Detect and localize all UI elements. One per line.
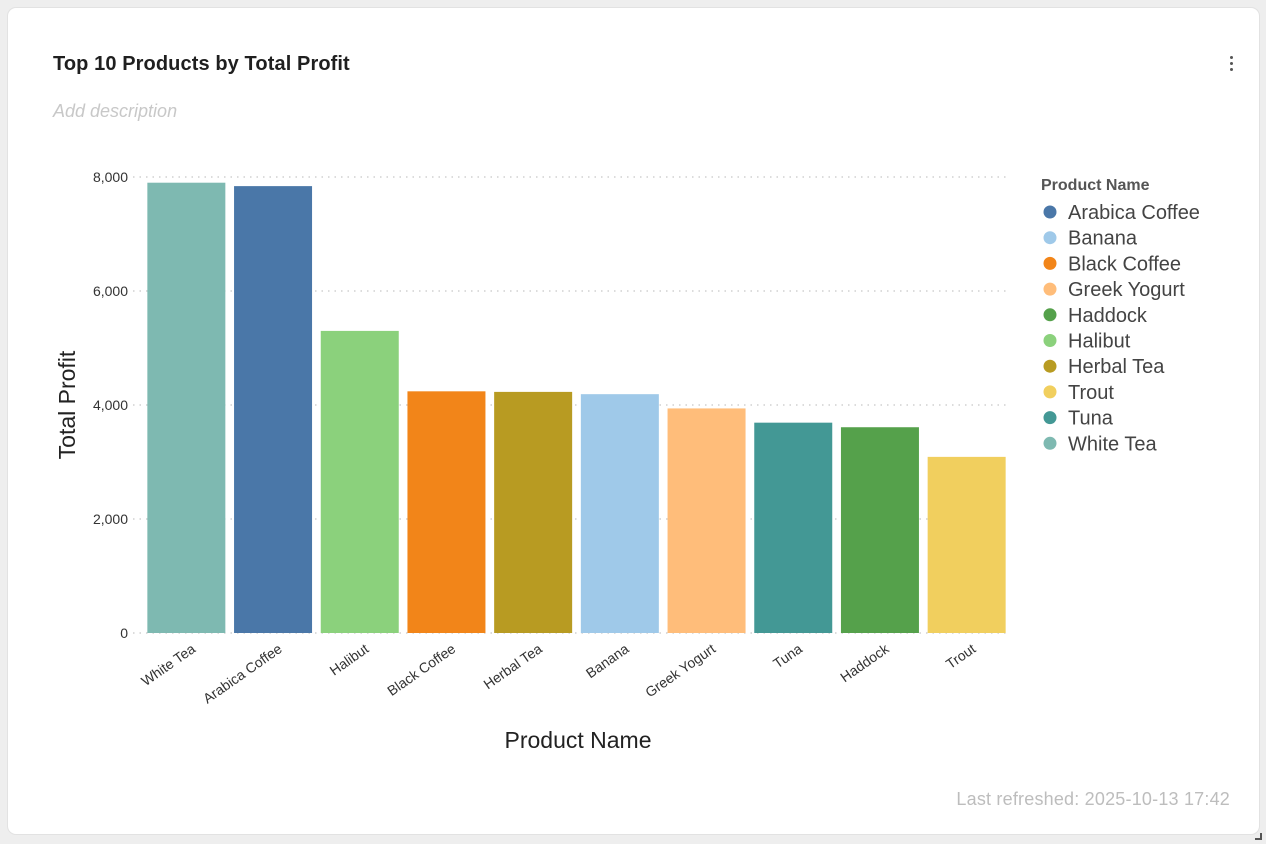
legend-item-label: Arabica Coffee	[1068, 202, 1200, 224]
bar	[667, 408, 746, 633]
x-tick-label: Arabica Coffee	[200, 640, 285, 706]
bar	[580, 394, 659, 633]
x-tick-label: Trout	[943, 640, 979, 672]
legend-item-label: Trout	[1068, 382, 1114, 404]
y-tick-label: 6,000	[93, 283, 128, 299]
legend-item-label: Black Coffee	[1068, 253, 1181, 275]
legend-swatch	[1043, 385, 1057, 399]
legend-item-label: White Tea	[1068, 433, 1157, 455]
y-tick-label: 4,000	[93, 397, 128, 413]
legend-item-label: Halibut	[1068, 331, 1131, 353]
legend-swatch	[1043, 231, 1057, 245]
resize-handle-icon[interactable]	[1252, 830, 1262, 840]
legend-item-label: Banana	[1068, 228, 1138, 250]
chart-title: Top 10 Products by Total Profit	[53, 53, 350, 75]
legend-item-label: Haddock	[1068, 305, 1148, 327]
bar	[840, 427, 919, 633]
bar	[927, 456, 1006, 633]
legend-swatch	[1043, 411, 1057, 425]
x-tick-label: Banana	[583, 640, 632, 681]
x-tick-label: White Tea	[138, 640, 198, 689]
x-tick-label: Haddock	[837, 640, 892, 685]
vertical-ellipsis-icon[interactable]	[1221, 52, 1243, 76]
y-axis-title: Total Profit	[54, 350, 80, 459]
x-tick-label: Halibut	[327, 640, 372, 678]
bar	[754, 422, 833, 633]
x-tick-label: Black Coffee	[384, 640, 458, 699]
legend-item-label: Greek Yogurt	[1068, 279, 1185, 301]
legend-item-label: Tuna	[1068, 408, 1114, 430]
x-tick-label: Tuna	[770, 640, 805, 671]
legend-title: Product Name	[1041, 177, 1150, 194]
legend-swatch	[1043, 359, 1057, 373]
legend-swatch	[1043, 256, 1057, 270]
bar	[147, 182, 226, 633]
y-tick-label: 2,000	[93, 511, 128, 527]
bar	[494, 391, 573, 633]
y-tick-label: 0	[120, 625, 128, 641]
bar	[407, 391, 486, 633]
legend-swatch	[1043, 308, 1057, 322]
legend-item-label: Herbal Tea	[1068, 356, 1165, 378]
x-tick-label: Herbal Tea	[480, 640, 545, 692]
bar	[234, 186, 313, 633]
y-tick-label: 8,000	[93, 169, 128, 185]
legend-swatch	[1043, 205, 1057, 219]
description-field[interactable]: Add description	[53, 101, 178, 121]
x-axis-title: Product Name	[504, 727, 651, 753]
legend-swatch	[1043, 334, 1057, 347]
last-refreshed-text: Last refreshed: 2025-10-13 17:42	[956, 789, 1230, 809]
legend-swatch	[1043, 436, 1057, 450]
legend-swatch	[1043, 282, 1057, 296]
x-tick-label: Greek Yogurt	[642, 640, 718, 700]
bar	[320, 330, 399, 633]
